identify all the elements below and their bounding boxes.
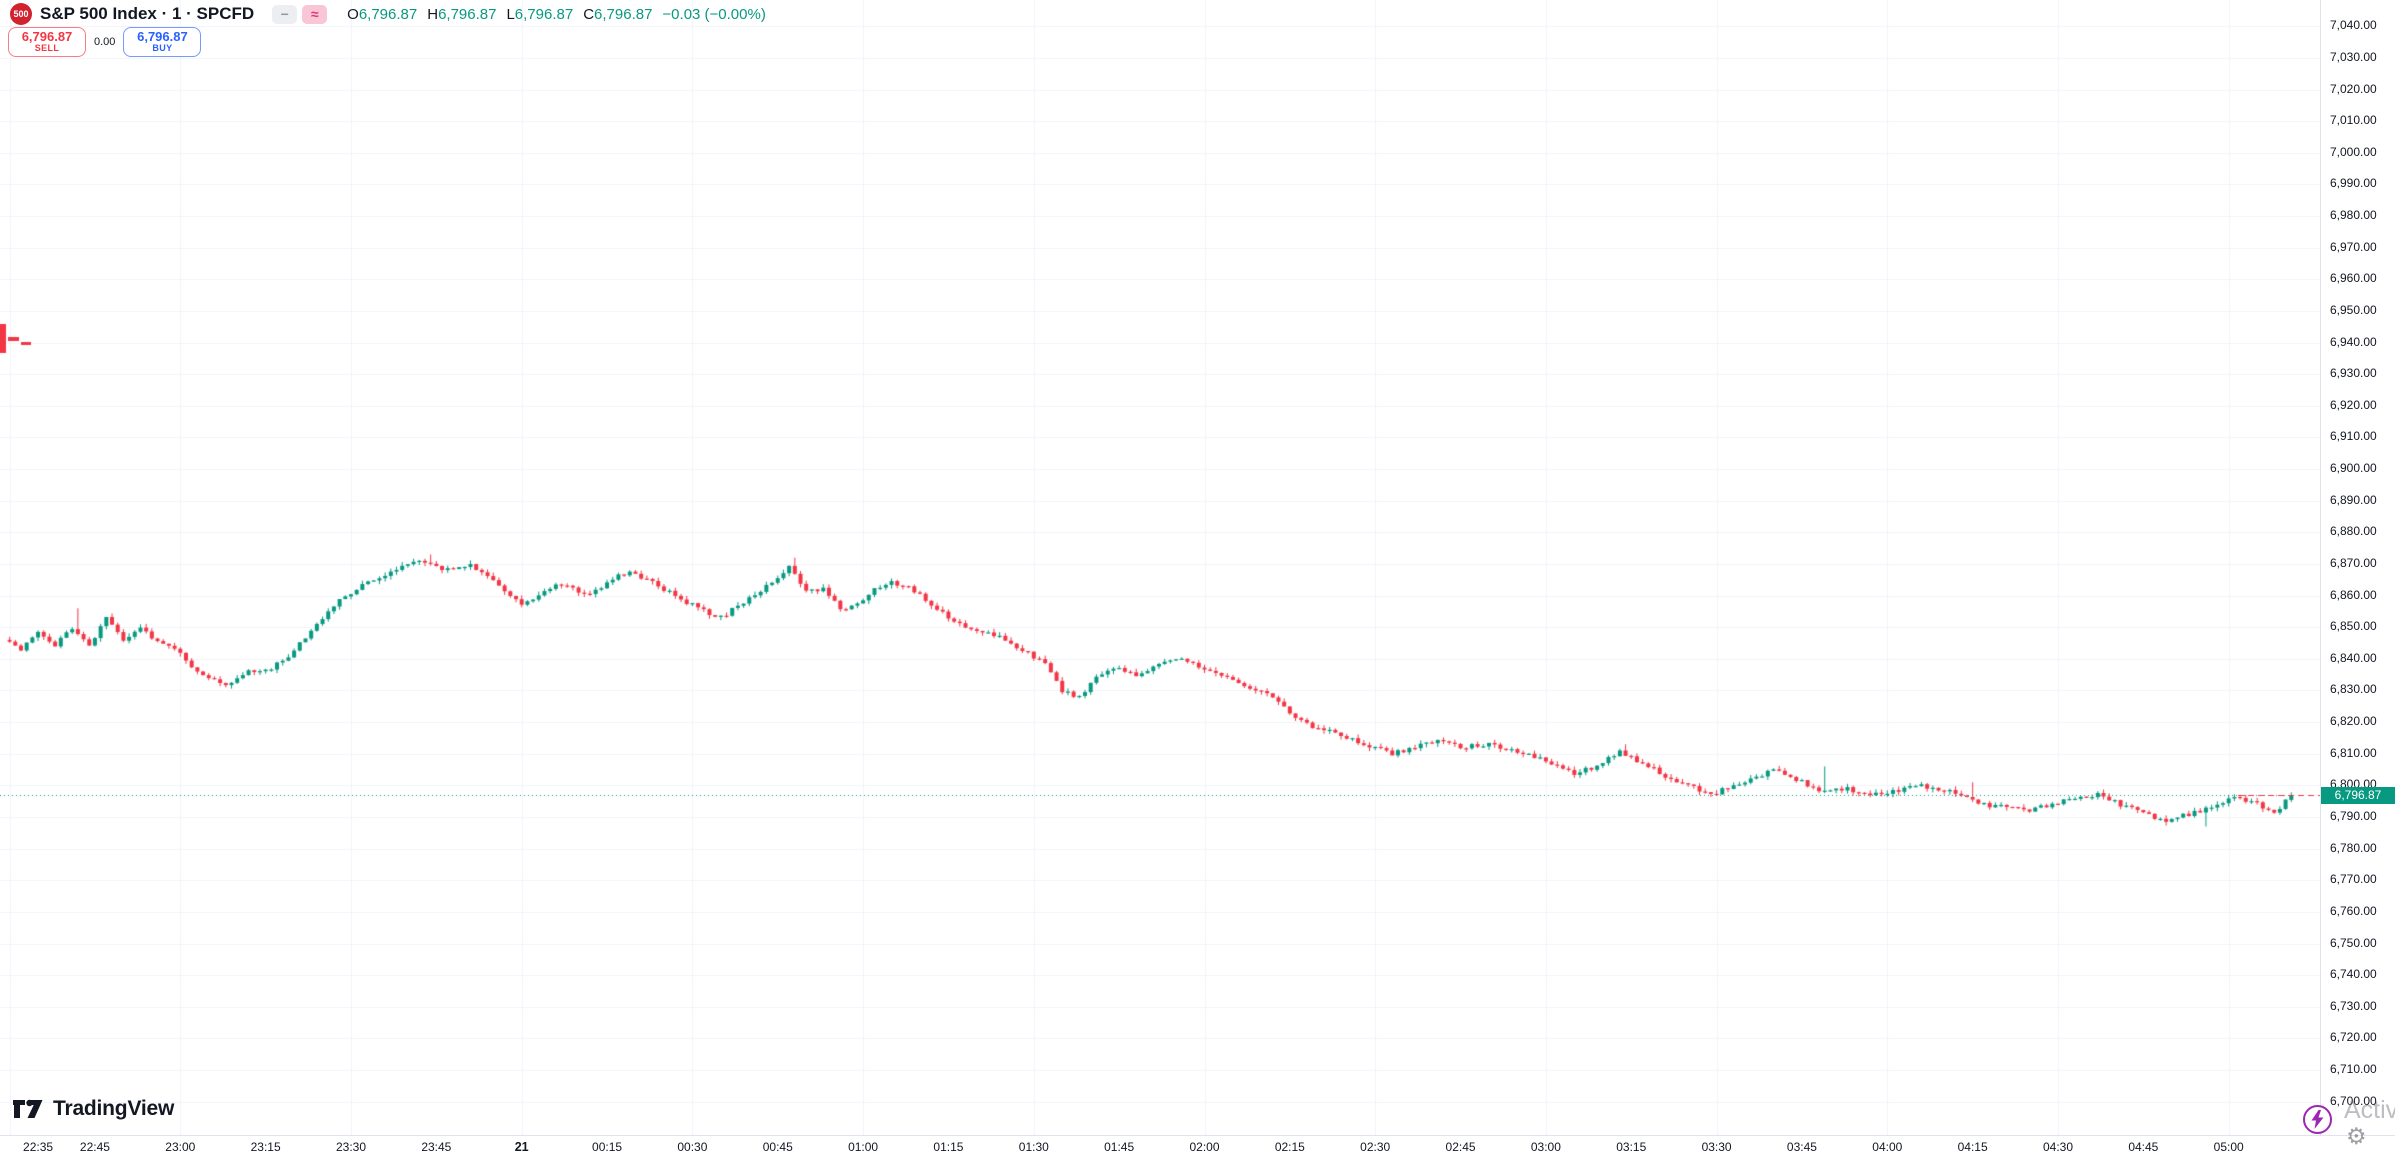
tradingview-logo-icon: [13, 1099, 43, 1118]
time-axis-label: 02:00: [1189, 1140, 1220, 1154]
time-axis-label: 00:30: [677, 1140, 708, 1154]
current-price-badge: 6,796.87: [2321, 786, 2395, 804]
price-axis-label: 7,040.00: [2330, 18, 2377, 33]
ohlc-field-c: C6,796.87: [583, 5, 653, 23]
time-axis[interactable]: 22:35 22:45 23:00 23:15 23:30 23:45 21 00:15 00:…: [0, 1135, 2395, 1156]
ohlc-values: O6,796.87 H6,796.87 L6,796.87 C6,796.87 −0.0…: [347, 6, 766, 23]
time-axis-label: 03:15: [1616, 1140, 1647, 1154]
price-axis-label: 7,020.00: [2330, 81, 2377, 96]
ohlc-field-o: O6,796.87: [347, 5, 418, 23]
candlestick-chart[interactable]: [0, 0, 2320, 1135]
time-axis-label: 01:30: [1018, 1140, 1049, 1154]
price-axis-label: 6,970.00: [2330, 239, 2377, 254]
time-axis-label: 05:00: [2213, 1140, 2244, 1154]
tradingview-logo[interactable]: TradingView: [13, 1097, 174, 1121]
price-axis-label: 6,990.00: [2330, 176, 2377, 191]
lightning-bolt-icon: [2311, 1110, 2324, 1129]
price-axis-label: 6,900.00: [2330, 461, 2377, 476]
price-axis-label: 6,930.00: [2330, 366, 2377, 381]
price-axis-label: 6,890.00: [2330, 492, 2377, 507]
time-axis-label: 03:45: [1786, 1140, 1817, 1154]
time-axis-label: 22:35: [23, 1140, 54, 1154]
price-axis-label: 6,820.00: [2330, 714, 2377, 729]
price-axis-label: 6,760.00: [2330, 903, 2377, 918]
price-axis-label: 6,960.00: [2330, 271, 2377, 286]
symbol-title[interactable]: S&P 500 Index · 1 · SPCFD: [40, 4, 255, 23]
buy-price: 6,796.87: [137, 29, 188, 45]
time-axis-label: 04:15: [1957, 1140, 1988, 1154]
price-axis-label: 6,780.00: [2330, 840, 2377, 855]
price-axis-label: 6,980.00: [2330, 208, 2377, 223]
change-value: −0.03 (−0.00%): [662, 5, 766, 23]
time-axis-label: 02:30: [1360, 1140, 1391, 1154]
status-chips: − ≈: [272, 4, 328, 24]
time-axis-label: 23:45: [421, 1140, 452, 1154]
spread-value: 0.00: [94, 36, 116, 48]
time-axis-label: 01:00: [848, 1140, 879, 1154]
ohlc-field-h: H6,796.87: [427, 5, 497, 23]
approx-chip-icon[interactable]: ≈: [302, 4, 328, 24]
time-axis-label: 03:00: [1530, 1140, 1561, 1154]
chart-header: 500 S&P 500 Index · 1 · SPCFD − ≈ O6,796…: [10, 3, 766, 25]
minus-chip-icon[interactable]: −: [272, 4, 298, 24]
time-axis-label: 23:15: [250, 1140, 281, 1154]
price-axis-label: 6,830.00: [2330, 682, 2377, 697]
price-axis-label: 6,710.00: [2330, 1062, 2377, 1077]
time-axis-label: 00:15: [592, 1140, 623, 1154]
price-axis-label: 6,700.00: [2330, 1093, 2377, 1108]
price-axis-label: 6,740.00: [2330, 967, 2377, 982]
price-axis-label: 6,840.00: [2330, 650, 2377, 665]
time-axis-label: 04:45: [2128, 1140, 2159, 1154]
time-axis-label: 22:45: [79, 1140, 110, 1154]
time-axis-label: 03:30: [1701, 1140, 1732, 1154]
sp500-logo-icon: 500: [10, 3, 32, 25]
price-axis-label: 6,790.00: [2330, 809, 2377, 823]
price-axis-label: 6,810.00: [2330, 745, 2377, 760]
sell-button[interactable]: 6,796.87 SELL: [8, 27, 86, 57]
time-axis-label: 01:15: [933, 1140, 964, 1154]
time-axis-label: 23:30: [335, 1140, 367, 1154]
buy-label: BUY: [152, 43, 173, 54]
tradingview-logo-text: TradingView: [53, 1097, 175, 1120]
price-axis-label: 7,030.00: [2330, 49, 2377, 64]
price-axis-label: 6,850.00: [2330, 619, 2377, 634]
time-axis-label: 23:00: [165, 1140, 196, 1154]
time-axis-label: 00:45: [762, 1140, 793, 1154]
sell-label: SELL: [34, 43, 60, 54]
price-axis-label: 6,750.00: [2330, 935, 2377, 950]
price-axis[interactable]: 7,040.00 7,030.00 7,020.00 7,010.00 7,000.00…: [2320, 0, 2395, 1135]
price-axis-label: 6,870.00: [2330, 555, 2377, 570]
price-axis-label: 7,010.00: [2330, 113, 2377, 128]
time-axis-label: 01:45: [1104, 1140, 1135, 1154]
price-axis-label: 6,880.00: [2330, 524, 2377, 539]
trade-panel: 6,796.87 SELL 0.00 6,796.87 BUY: [8, 27, 202, 57]
price-axis-label: 6,770.00: [2330, 872, 2377, 887]
time-axis-label: 02:15: [1274, 1140, 1305, 1154]
instant-trading-button[interactable]: [2303, 1105, 2332, 1134]
price-axis-label: 6,920.00: [2330, 397, 2377, 412]
price-axis-label: 6,720.00: [2330, 1030, 2377, 1045]
price-axis-label: 6,860.00: [2330, 587, 2377, 602]
sell-price: 6,796.87: [21, 29, 73, 45]
price-axis-label: 6,940.00: [2330, 334, 2377, 349]
time-axis-label: 04:00: [1872, 1140, 1903, 1154]
ohlc-field-l: L6,796.87: [506, 5, 574, 23]
price-axis-label: 7,000.00: [2330, 144, 2377, 159]
price-axis-label: 6,950.00: [2330, 302, 2377, 317]
time-axis-label: 04:30: [2042, 1140, 2074, 1154]
time-axis-label: 21: [514, 1140, 529, 1154]
time-axis-label: 02:45: [1445, 1140, 1476, 1154]
buy-button[interactable]: 6,796.87 BUY: [123, 27, 202, 57]
price-axis-label: 6,910.00: [2330, 429, 2377, 444]
price-axis-label: 6,730.00: [2330, 998, 2377, 1013]
